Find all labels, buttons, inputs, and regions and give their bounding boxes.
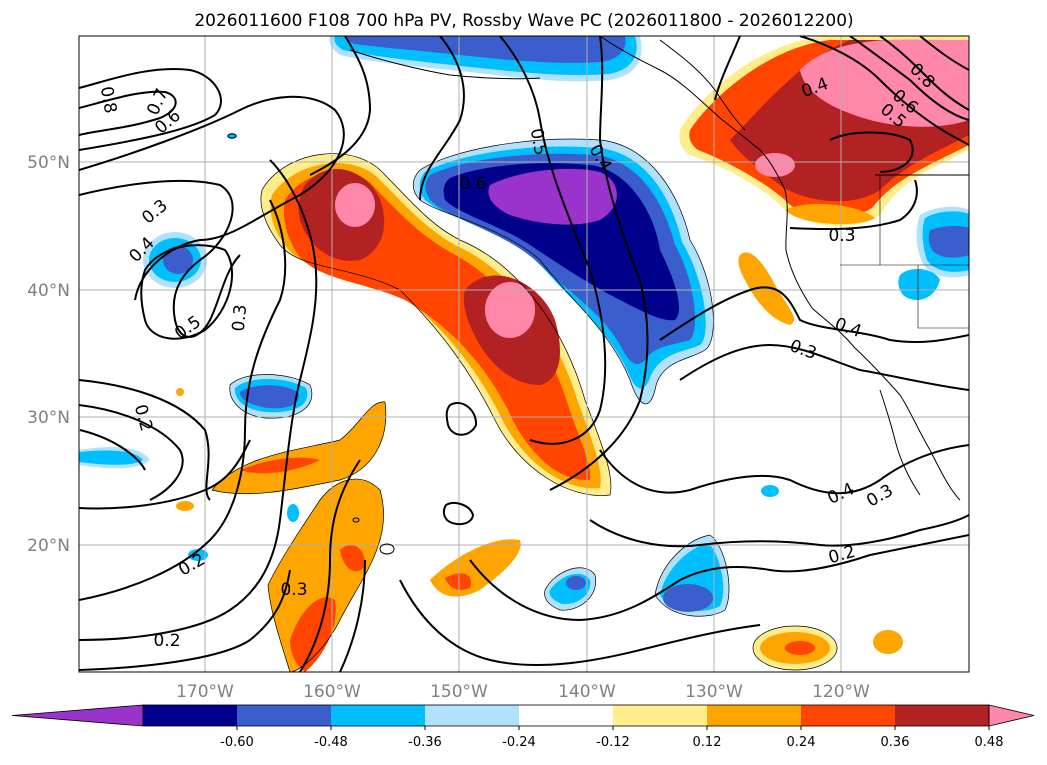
colorbar-tick-label: -0.12 [596, 735, 630, 750]
colorbar-segment [613, 705, 708, 726]
colorbar-extend-high [988, 704, 1035, 727]
lon-label: 120°W [812, 682, 870, 702]
lat-label: 40°N [27, 281, 70, 301]
colorbar-segment [801, 705, 896, 726]
colorbar-tick-label: -0.60 [220, 735, 254, 750]
colorbar-tick-label: 0.48 [975, 735, 1004, 750]
map-frame [78, 35, 970, 673]
contour-label: 0.6 [459, 174, 486, 194]
colorbar: -0.60 -0.48 -0.36 -0.24 -0.12 0.12 0.24 0.36 0.4… [11, 704, 1035, 750]
colorbar-frame [142, 704, 990, 727]
colorbar-tick-label: 0.12 [693, 735, 722, 750]
colorbar-segment [143, 705, 238, 726]
lon-label: 130°W [685, 682, 743, 702]
contour-label: 0.8 [96, 85, 120, 115]
pv-contours [79, 36, 969, 672]
longitude-labels: 170°W 160°W 150°W 140°W 130°W 120°W [176, 682, 870, 702]
colorbar-segment [425, 705, 520, 726]
contour-label: 0.2 [153, 631, 180, 651]
lat-label: 20°N [27, 536, 70, 556]
colorbar-tick-label: 0.36 [881, 735, 910, 750]
colorbar-tick-label: 0.24 [787, 735, 816, 750]
lon-label: 150°W [430, 682, 488, 702]
colorbar-tick-label: -0.36 [408, 735, 442, 750]
lat-label: 30°N [27, 408, 70, 428]
colorbar-tick-label: -0.24 [502, 735, 536, 750]
colorbar-segment [331, 705, 426, 726]
colorbar-extend-low [11, 704, 144, 727]
colorbar-segment [707, 705, 802, 726]
negative-anomaly-fill [79, 36, 969, 617]
map-title: 2026011600 F108 700 hPa PV, Rossby Wave … [194, 11, 853, 31]
contour-label: 0.5 [526, 127, 550, 157]
contour-label: 0.3 [229, 304, 251, 333]
colorbar-tick-label: -0.48 [314, 735, 348, 750]
lon-label: 160°W [303, 682, 361, 702]
map-area: 0.8 0.7 0.6 0.3 0.4 0.5 0.3 0.2 0.2 0.3 … [79, 36, 969, 672]
contour-label: 0.3 [280, 580, 307, 600]
lon-label: 170°W [176, 682, 234, 702]
colorbar-segment [895, 705, 990, 726]
coastline [227, 36, 969, 555]
lat-label: 50°N [27, 153, 70, 173]
colorbar-segment [237, 705, 332, 726]
contour-label: 0.3 [828, 226, 855, 246]
anomaly-outlines [211, 138, 838, 672]
lon-label: 140°W [558, 682, 616, 702]
colorbar-segment [519, 705, 614, 726]
latitude-labels: 50°N 40°N 30°N 20°N [27, 153, 70, 556]
